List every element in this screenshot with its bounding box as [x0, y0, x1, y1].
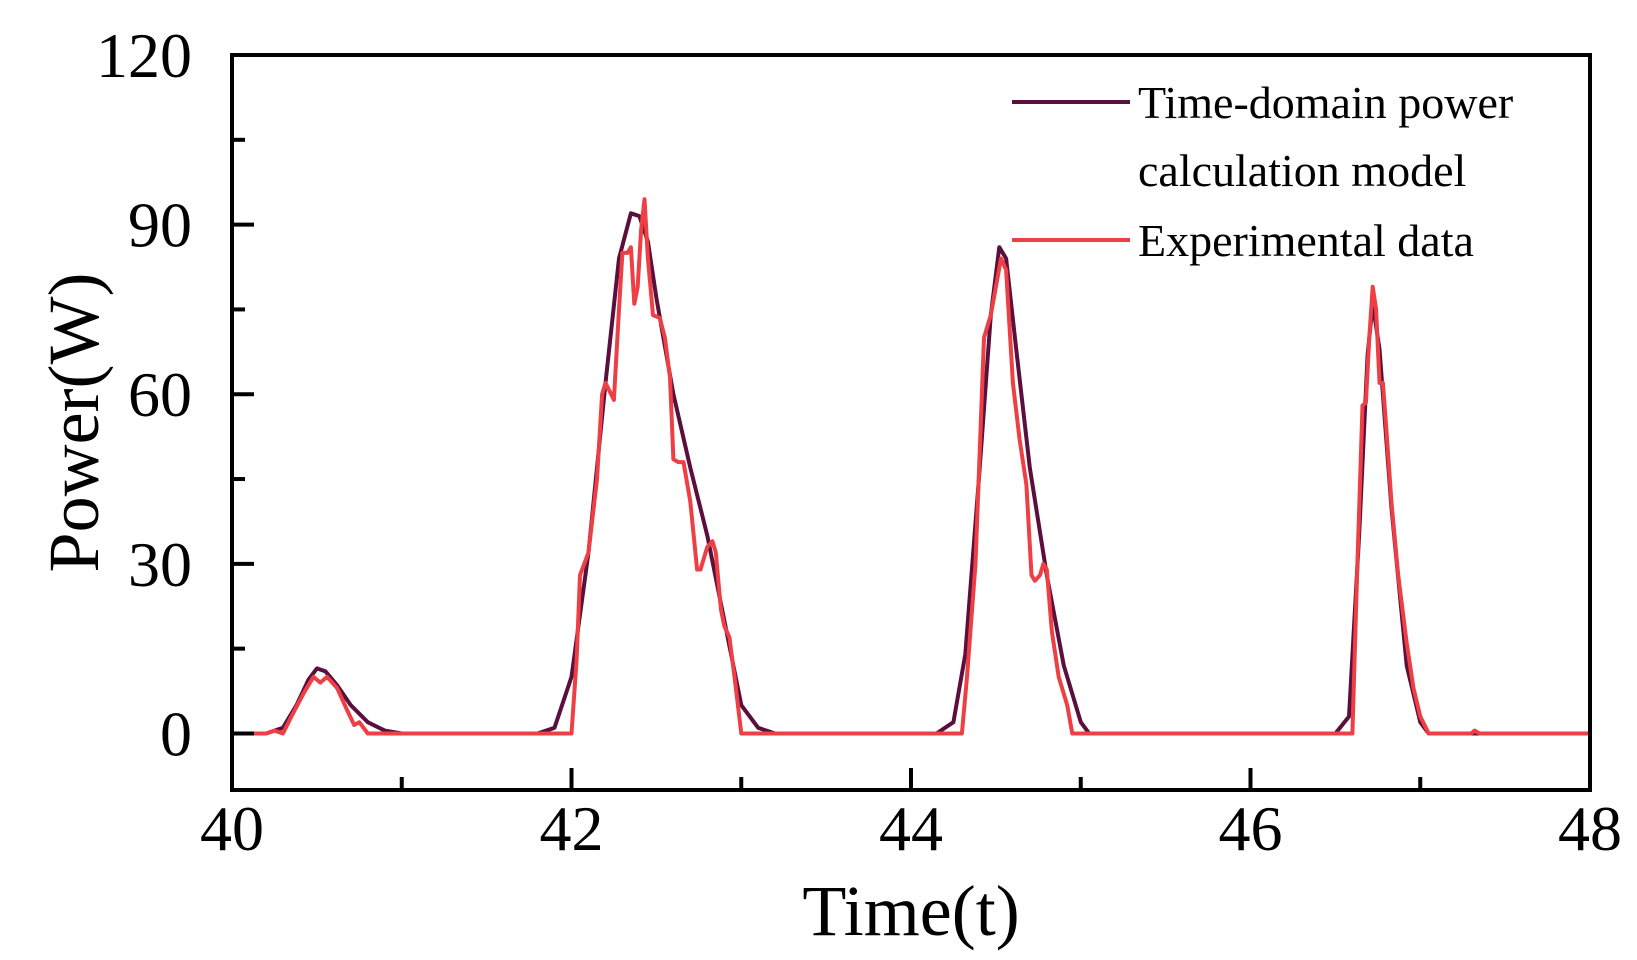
- ticks-layer: 40 42 44 46 48 0 30 60 90 120: [96, 20, 1622, 864]
- legend-label-1: calculation model: [1138, 145, 1466, 196]
- y-tick-label: 90: [128, 190, 192, 261]
- x-tick-label: 44: [879, 793, 943, 864]
- y-tick-label: 60: [128, 359, 192, 430]
- x-tick-label: 42: [540, 793, 604, 864]
- legend-label-1: Time-domain power: [1138, 77, 1513, 128]
- x-tick-label: 46: [1219, 793, 1283, 864]
- series-layer: [230, 197, 1592, 736]
- series-line-1: [230, 211, 1592, 736]
- y-tick-label: 120: [96, 20, 192, 91]
- series-line-2: [230, 197, 1592, 736]
- x-tick-label: 40: [200, 793, 264, 864]
- legend: Time-domain power calculation model Experi…: [1012, 77, 1513, 266]
- legend-label-2: Experimental data: [1138, 215, 1474, 266]
- y-tick-label: 30: [128, 529, 192, 600]
- y-axis-title: Power(W): [34, 273, 114, 573]
- x-axis-title: Time(t): [802, 871, 1019, 951]
- x-tick-label: 48: [1558, 793, 1622, 864]
- y-tick-label: 0: [160, 698, 192, 769]
